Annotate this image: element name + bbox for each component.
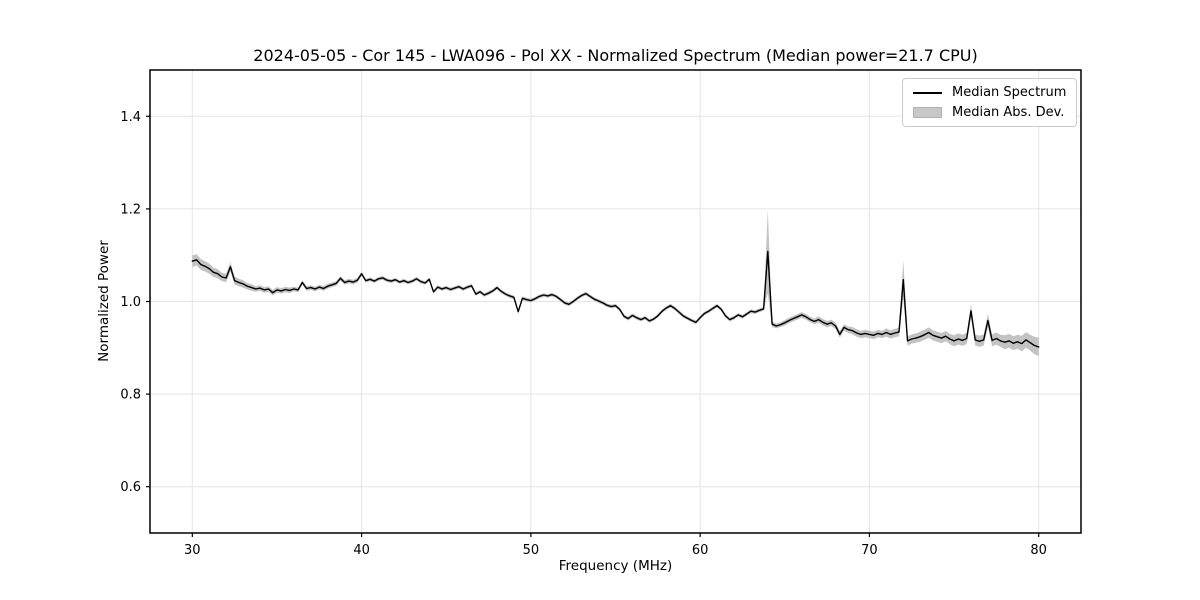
x-axis-label: Frequency (MHz): [558, 558, 673, 574]
legend: Median Spectrum Median Abs. Dev.: [902, 78, 1078, 127]
y-tick-label: 0.8: [120, 388, 141, 403]
legend-label-median-spectrum: Median Spectrum: [952, 85, 1067, 100]
x-tick-label: 50: [523, 543, 540, 558]
y-tick-label: 1.2: [120, 202, 141, 217]
y-axis-label: Normalized Power: [96, 240, 112, 362]
chart-title: 2024-05-05 - Cor 145 - LWA096 - Pol XX -…: [253, 46, 978, 65]
x-tick-label: 60: [692, 543, 709, 558]
y-tick-label: 1.4: [120, 110, 141, 125]
y-tick-label: 0.6: [120, 480, 141, 495]
mad-band: [192, 209, 1039, 357]
x-tick-label: 30: [184, 543, 201, 558]
patch-swatch-icon: [913, 107, 942, 118]
x-tick-label: 70: [861, 543, 878, 558]
legend-item-median-abs-dev: Median Abs. Dev.: [913, 105, 1066, 120]
y-tick-label: 1.0: [120, 295, 141, 310]
legend-label-median-abs-dev: Median Abs. Dev.: [952, 105, 1065, 120]
legend-item-median-spectrum: Median Spectrum: [913, 85, 1066, 100]
line-swatch-icon: [913, 91, 942, 94]
median-spectrum-line: [191, 250, 1040, 348]
x-tick-label: 80: [1030, 543, 1047, 558]
x-tick-label: 40: [353, 543, 370, 558]
